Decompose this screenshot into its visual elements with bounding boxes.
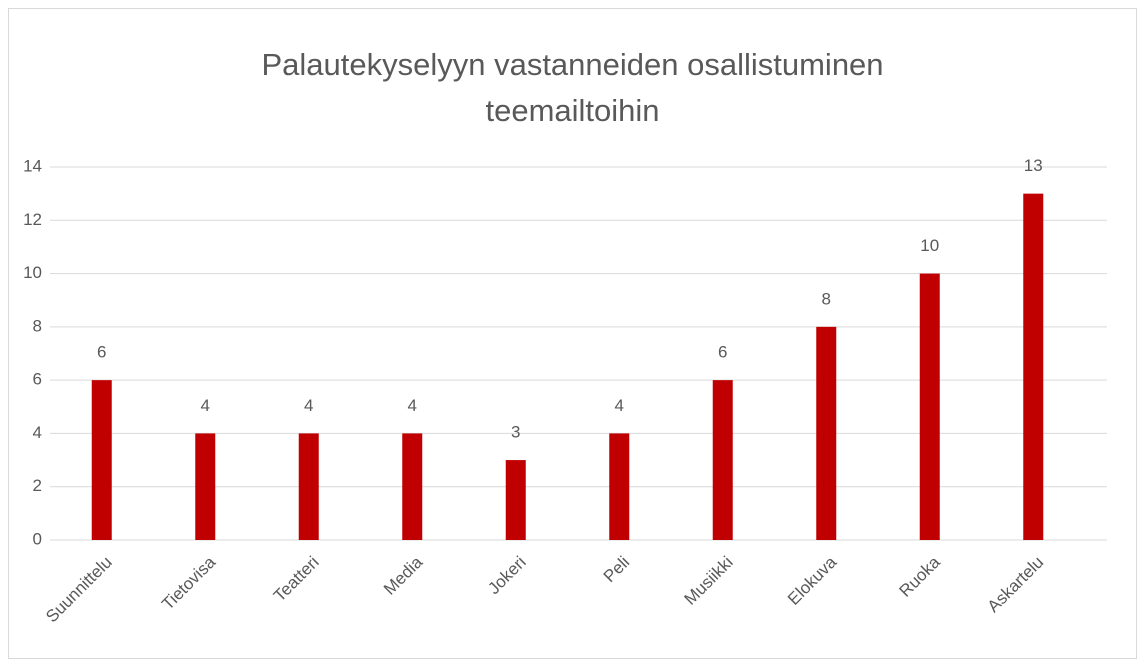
bar [402,433,423,540]
y-tick-label: 6 [33,370,42,389]
bar [712,380,733,540]
bar [919,273,940,540]
y-tick-label: 10 [23,263,42,282]
data-label: 3 [511,423,520,442]
data-label: 6 [97,343,106,362]
chart-title: Palautekyselyyn vastanneiden osallistumi… [261,47,884,128]
bar [609,433,630,540]
bar [816,326,837,540]
y-tick-label: 8 [33,316,42,335]
data-label: 13 [1024,156,1043,175]
y-tick-label: 4 [33,423,42,442]
data-label: 4 [615,396,624,415]
bar [298,433,319,540]
chart-border [8,8,1137,659]
data-label: 6 [718,343,727,362]
bar [1023,193,1044,540]
bar [195,433,216,540]
y-tick-label: 2 [33,476,42,495]
title-box: Palautekyselyyn vastanneiden osallistumi… [0,42,1145,134]
data-label: 4 [408,396,417,415]
bar [505,460,526,540]
bar [91,380,112,540]
data-label: 4 [304,396,313,415]
y-tick-label: 0 [33,529,42,548]
data-label: 8 [822,289,831,308]
y-tick-label: 12 [23,210,42,229]
data-label: 10 [920,236,939,255]
data-label: 4 [201,396,210,415]
y-tick-label: 14 [23,156,42,175]
